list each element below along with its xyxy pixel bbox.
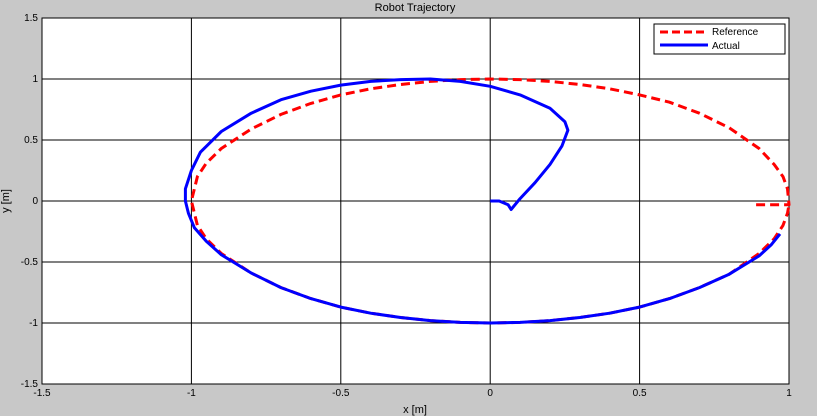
x-tick-label: -0.5: [332, 388, 350, 399]
y-tick-label: 1: [32, 74, 38, 85]
y-tick-label: 1.5: [24, 13, 38, 24]
x-tick-label: 0: [487, 388, 493, 399]
x-tick-label: 0.5: [633, 388, 647, 399]
x-axis-label: x [m]: [403, 404, 427, 416]
x-tick-labels: -1.5 -1 -0.5 0 0.5 1: [33, 388, 792, 399]
y-tick-label: 0: [32, 196, 38, 207]
legend-reference-label: Reference: [712, 27, 759, 38]
y-tick-label: 0.5: [24, 135, 38, 146]
y-tick-label: -1.5: [21, 379, 39, 390]
x-tick-label: -1: [187, 388, 196, 399]
chart-title: Robot Trajectory: [375, 2, 456, 14]
y-tick-label: -0.5: [21, 257, 39, 268]
legend-actual-label: Actual: [712, 41, 740, 52]
legend: Reference Actual: [654, 24, 785, 54]
y-axis-label: y [m]: [0, 189, 12, 213]
y-tick-labels: -1.5 -1 -0.5 0 0.5 1 1.5: [21, 13, 39, 390]
x-tick-label: 1: [786, 388, 792, 399]
y-tick-label: -1: [29, 318, 38, 329]
